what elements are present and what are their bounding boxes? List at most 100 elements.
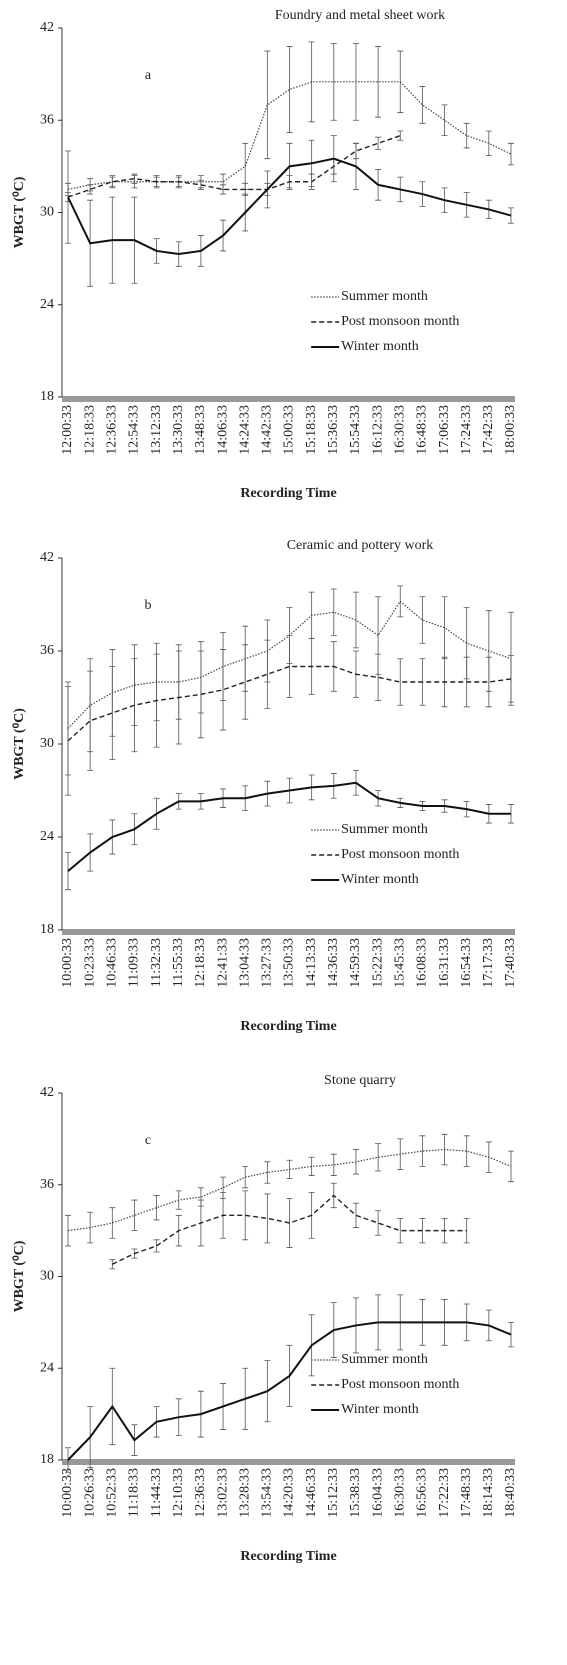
error-bar	[397, 658, 404, 706]
x-tick-band	[62, 930, 515, 935]
x-tick-label: 17:24:33	[459, 405, 474, 455]
x-tick-label: 15:45:33	[392, 938, 407, 988]
x-tick-label: 18:40:33	[503, 1468, 518, 1518]
x-tick-label: 15:00:33	[282, 405, 297, 455]
error-bar	[419, 1135, 426, 1167]
x-tick-label: 16:56:33	[415, 1468, 430, 1518]
x-tick-band	[62, 1460, 515, 1465]
x-tick-label: 11:55:33	[171, 938, 186, 987]
x-tick-label: 13:50:33	[282, 938, 297, 988]
error-bar	[153, 1195, 160, 1221]
legend-label: Post monsoon month	[341, 847, 459, 862]
y-tick-label: 30	[40, 736, 54, 751]
y-tick-label: 18	[40, 389, 54, 404]
x-tick-label: 15:12:33	[326, 1468, 341, 1518]
legend-label: Post monsoon month	[341, 1377, 459, 1392]
chart-title: Foundry and metal sheet work	[275, 8, 445, 23]
y-tick-label: 24	[40, 829, 54, 844]
x-tick-label: 17:48:33	[459, 1468, 474, 1518]
x-tick-label: 13:28:33	[237, 1468, 252, 1518]
x-tick-label: 16:30:33	[392, 1468, 407, 1518]
legend-label: Winter month	[341, 872, 419, 887]
series-line	[111, 1194, 467, 1265]
x-tick-label: 10:26:33	[82, 1468, 97, 1518]
x-tick-label: 10:00:33	[60, 938, 75, 988]
y-tick-label: 42	[40, 1085, 54, 1100]
x-tick-label: 13:30:33	[171, 405, 186, 455]
y-tick-label: 42	[40, 20, 54, 35]
error-bar	[419, 596, 426, 644]
x-tick-label: 17:17:33	[481, 938, 496, 988]
x-tick-label: 18:14:33	[481, 1468, 496, 1518]
x-tick-label: 16:08:33	[415, 938, 430, 988]
x-tick-label: 11:09:33	[127, 938, 142, 987]
error-bar	[441, 596, 448, 660]
error-bar	[242, 644, 249, 720]
error-bar	[286, 635, 293, 698]
x-tick-label: 18:00:33	[503, 405, 518, 455]
error-bar	[131, 173, 138, 184]
error-bar	[375, 136, 382, 150]
x-tick-label: 16:30:33	[392, 405, 407, 455]
x-tick-label: 14:46:33	[304, 1468, 319, 1518]
x-tick-label: 14:59:33	[348, 938, 363, 988]
x-tick-label: 12:41:33	[215, 938, 230, 988]
y-tick-label: 36	[40, 1177, 54, 1192]
x-tick-label: 13:27:33	[260, 938, 275, 988]
series-line	[67, 1148, 512, 1232]
error-bar	[87, 670, 94, 771]
x-tick-label: 16:54:33	[459, 938, 474, 988]
x-tick-label: 10:46:33	[105, 938, 120, 988]
error-bar	[375, 1210, 382, 1236]
x-tick-label: 17:40:33	[503, 938, 518, 988]
chart-title: Ceramic and pottery work	[287, 538, 434, 553]
panel-label: c	[145, 1133, 151, 1148]
error-bar	[352, 591, 359, 649]
x-tick-label: 14:36:33	[326, 938, 341, 988]
error-bar	[330, 1153, 337, 1176]
error-bar	[109, 666, 116, 760]
x-tick-label: 12:36:33	[193, 1468, 208, 1518]
x-tick-label: 15:38:33	[348, 1468, 363, 1518]
error-bar	[375, 653, 382, 701]
x-tick-label: 10:23:33	[82, 938, 97, 988]
y-tick-label: 18	[40, 922, 54, 937]
y-tick-label: 24	[40, 1360, 54, 1375]
chart-title: Stone quarry	[324, 1073, 396, 1088]
error-bar	[375, 1143, 382, 1172]
error-bar	[131, 1199, 138, 1232]
x-tick-label: 17:06:33	[437, 405, 452, 455]
error-bar	[485, 656, 492, 708]
legend-label: Summer month	[341, 289, 428, 304]
x-tick-label: 15:18:33	[304, 405, 319, 455]
x-tick-label: 16:12:33	[370, 405, 385, 455]
x-tick-label: 12:18:33	[82, 405, 97, 455]
x-tick-label: 14:20:33	[282, 1468, 297, 1518]
x-axis-label: Recording Time	[240, 1549, 336, 1564]
x-tick-label: 14:42:33	[260, 405, 275, 455]
y-axis-label: WBGT (⁰C)	[12, 708, 27, 780]
error-bar	[264, 639, 271, 709]
series-line	[67, 134, 401, 198]
panel-label: b	[145, 598, 152, 613]
y-tick-label: 30	[40, 205, 54, 220]
series-line	[67, 665, 512, 742]
y-tick-label: 36	[40, 112, 54, 127]
series-line	[67, 157, 512, 256]
error-bar	[242, 1190, 249, 1241]
error-bar	[419, 86, 426, 124]
x-tick-label: 14:13:33	[304, 938, 319, 988]
error-bar	[109, 176, 116, 187]
error-bar	[286, 46, 293, 133]
y-tick-label: 30	[40, 1269, 54, 1284]
x-tick-label: 16:31:33	[437, 938, 452, 988]
legend-label: Summer month	[341, 1352, 428, 1367]
error-bar	[330, 588, 337, 636]
error-bar	[87, 184, 94, 195]
series-line	[67, 1321, 512, 1461]
error-bar	[308, 1156, 315, 1176]
series-line	[67, 781, 511, 872]
error-bar	[220, 649, 227, 731]
x-tick-label: 14:06:33	[215, 405, 230, 455]
